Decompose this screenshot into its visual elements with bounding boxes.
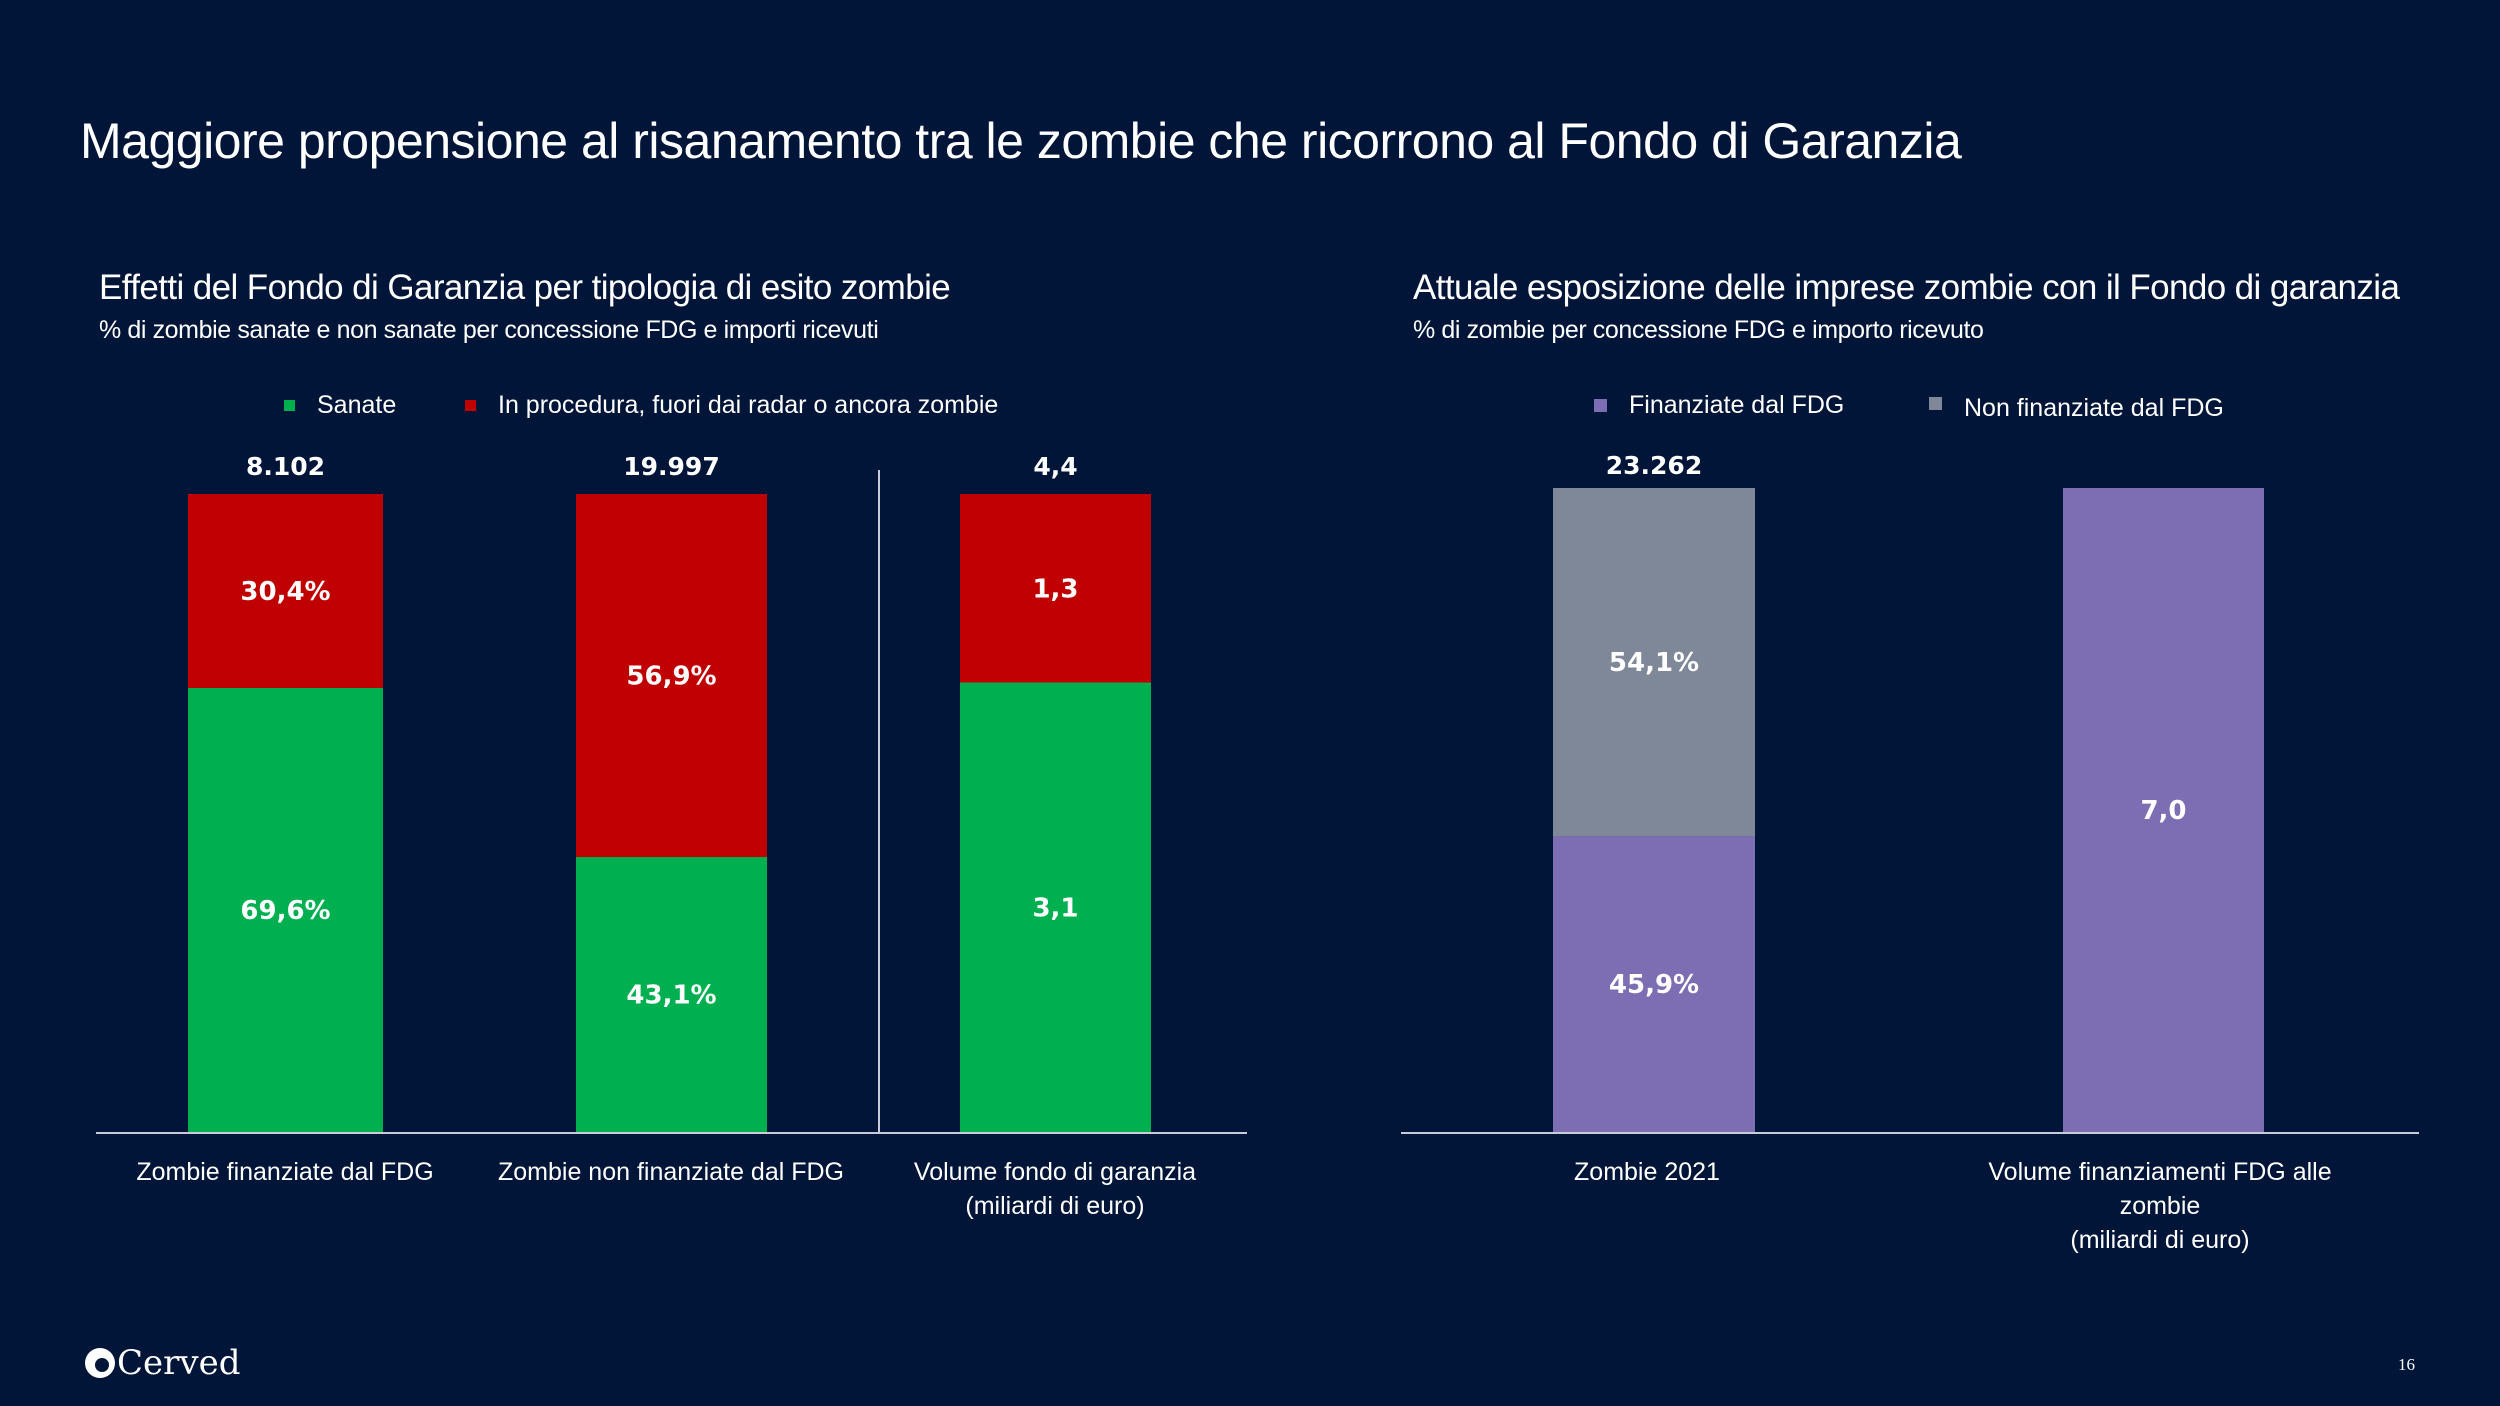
category-label-line: (miliardi di euro) bbox=[2070, 1226, 2250, 1254]
legend-label: Finanziate dal FDG bbox=[1629, 391, 1845, 419]
category-label: Zombie non finanziate dal FDG bbox=[461, 1155, 881, 1189]
cerved-logo: Cerved bbox=[83, 1343, 240, 1383]
legend-item-sanate: Sanate bbox=[284, 391, 396, 420]
legend-label: Non finanziate dal FDG bbox=[1964, 394, 2224, 422]
data-label: 45,9% bbox=[1609, 970, 1699, 1000]
category-label: Zombie 2021 bbox=[1437, 1155, 1857, 1189]
left-chart-title: Effetti del Fondo di Garanzia per tipolo… bbox=[99, 268, 951, 307]
data-label: 3,1 bbox=[1032, 893, 1078, 923]
data-label: 1,3 bbox=[1032, 574, 1078, 604]
legend-swatch-non-sanate bbox=[465, 400, 476, 411]
category-label: Volume finanziamenti FDG alle zombie (mil… bbox=[1950, 1155, 2370, 1257]
total-label: 4,4 bbox=[1033, 452, 1077, 481]
cerved-logo-icon bbox=[85, 1348, 115, 1378]
legend-item-finanziate: Finanziate dal FDG bbox=[1594, 391, 1844, 420]
data-label: 43,1% bbox=[626, 981, 716, 1011]
legend-label: In procedura, fuori dai radar o ancora z… bbox=[498, 391, 999, 419]
page-title: Maggiore propensione al risanamento tra … bbox=[80, 113, 1962, 169]
legend-swatch-finanziate bbox=[1594, 399, 1607, 412]
bar-segment bbox=[960, 494, 1151, 683]
bar-segment bbox=[1553, 488, 1755, 837]
bar-segment bbox=[1553, 836, 1755, 1132]
right-chart-title: Attuale esposizione delle imprese zombie… bbox=[1413, 268, 2400, 307]
legend-label: Sanate bbox=[317, 391, 397, 419]
total-label: 8.102 bbox=[246, 452, 325, 481]
right-chart-subtitle: % di zombie per concessione FDG e import… bbox=[1413, 316, 1984, 344]
legend-swatch-sanate bbox=[284, 400, 295, 411]
bar-segment bbox=[188, 494, 383, 688]
page-number: 16 bbox=[2398, 1355, 2415, 1374]
data-label: 56,9% bbox=[626, 662, 716, 692]
bar-segment bbox=[2063, 488, 2264, 1132]
legend-swatch-non-finanziate bbox=[1929, 397, 1942, 410]
bar-segment bbox=[576, 494, 767, 858]
data-label: 69,6% bbox=[240, 896, 330, 926]
category-label-line: Zombie 2021 bbox=[1574, 1158, 1720, 1186]
data-label: 54,1% bbox=[1609, 648, 1699, 678]
category-label-line: Volume finanziamenti FDG alle zombie bbox=[1988, 1158, 2332, 1220]
logo-text: Cerved bbox=[117, 1343, 241, 1383]
bar-segment bbox=[960, 682, 1151, 1132]
data-label: 7,0 bbox=[2140, 796, 2186, 826]
legend-item-non-finanziate: Non finanziate dal FDG bbox=[1929, 394, 2224, 423]
bar-segment bbox=[576, 857, 767, 1132]
category-label-line: Volume fondo di garanzia bbox=[913, 1158, 1197, 1186]
left-chart-subtitle: % di zombie sanate e non sanate per conc… bbox=[99, 316, 879, 344]
total-label: 23.262 bbox=[1606, 451, 1702, 480]
legend-item-non-sanate: In procedura, fuori dai radar o ancora z… bbox=[465, 391, 998, 420]
category-label-line: Zombie finanziate dal FDG bbox=[136, 1158, 434, 1186]
category-label-line: (miliardi di euro) bbox=[965, 1192, 1145, 1220]
total-label: 19.997 bbox=[623, 452, 719, 481]
category-label: Zombie finanziate dal FDG bbox=[75, 1155, 495, 1189]
category-label-line: Zombie non finanziate dal FDG bbox=[497, 1158, 844, 1186]
bar-segment bbox=[188, 687, 383, 1132]
data-label: 30,4% bbox=[240, 577, 330, 607]
category-label: Volume fondo di garanzia (miliardi di eur… bbox=[845, 1155, 1265, 1223]
